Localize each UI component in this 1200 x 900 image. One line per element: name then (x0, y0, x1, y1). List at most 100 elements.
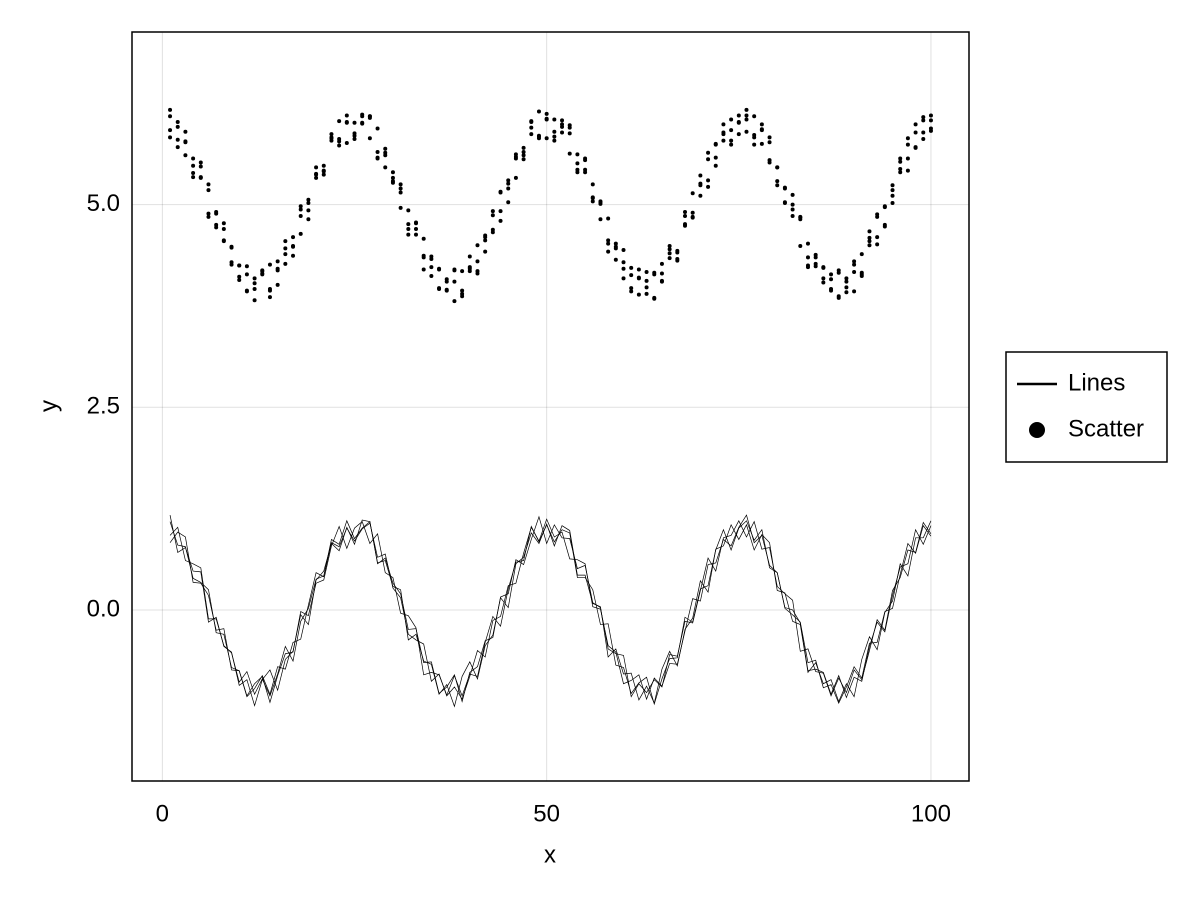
scatter-point (805, 241, 810, 246)
scatter-point (506, 181, 511, 186)
scatter-point (360, 121, 365, 126)
scatter-point (214, 225, 219, 230)
scatter-point (759, 128, 764, 133)
scatter-point (652, 296, 657, 301)
scatter-point (206, 188, 211, 193)
scatter-point (767, 135, 772, 140)
scatter-point (168, 107, 173, 112)
scatter-point (291, 244, 296, 249)
scatter-point (460, 288, 465, 293)
scatter-point (460, 269, 465, 274)
scatter-point (744, 107, 749, 112)
scatter-point (306, 217, 311, 222)
x-axis-label: x (544, 841, 556, 868)
scatter-point (836, 268, 841, 273)
scatter-point (875, 214, 880, 219)
scatter-point (536, 109, 541, 114)
scatter-point (821, 280, 826, 285)
scatter-point (283, 252, 288, 257)
scatter-point (337, 119, 342, 124)
scatter-point (168, 128, 173, 133)
scatter-point (244, 264, 249, 269)
scatter-point (367, 115, 372, 120)
scatter-point (321, 169, 326, 174)
scatter-point (398, 182, 403, 187)
scatter-point (590, 199, 595, 204)
scatter-point (829, 272, 834, 277)
scatter-point (206, 211, 211, 216)
scatter-point (490, 227, 495, 232)
scatter-point (283, 246, 288, 251)
scatter-point (298, 207, 303, 212)
scatter-point (890, 188, 895, 193)
scatter-point (621, 276, 626, 281)
scatter-point (298, 214, 303, 219)
scatter-point (790, 207, 795, 212)
scatter-point (613, 241, 618, 246)
scatter-point (221, 226, 226, 231)
scatter-point (636, 275, 641, 280)
scatter-point (452, 299, 457, 304)
scatter-point (321, 163, 326, 168)
scatter-point (390, 175, 395, 180)
scatter-point (767, 140, 772, 145)
scatter-point (329, 138, 334, 143)
scatter-point (460, 291, 465, 296)
scatter-point (306, 201, 311, 206)
scatter-point (229, 244, 234, 249)
scatter-point (859, 252, 864, 257)
scatter-point (821, 276, 826, 281)
scatter-point (267, 286, 272, 291)
scatter-point (736, 132, 741, 137)
scatter-point (490, 209, 495, 214)
scatter-point (429, 273, 434, 278)
legend-label: Scatter (1068, 415, 1144, 442)
scatter-point (175, 119, 180, 124)
scatter-point (183, 129, 188, 134)
scatter-point (898, 166, 903, 171)
scatter-point (844, 285, 849, 290)
scatter-point (729, 128, 734, 133)
scatter-point (782, 185, 787, 190)
scatter-point (613, 244, 618, 249)
scatter-point (283, 261, 288, 266)
scatter-point (575, 161, 580, 166)
scatter-point (390, 180, 395, 185)
scatter-point (314, 165, 319, 170)
scatter-point (667, 244, 672, 248)
scatter-point (898, 170, 903, 175)
scatter-point (306, 208, 311, 213)
scatter-point (913, 145, 918, 150)
scatter-point (421, 267, 426, 272)
scatter-point (183, 139, 188, 144)
scatter-point (775, 165, 780, 170)
scatter-point (867, 229, 872, 234)
scatter-point (836, 295, 841, 300)
scatter-point (252, 298, 257, 303)
scatter-point (629, 265, 634, 270)
scatter-point (560, 118, 565, 123)
scatter-point (544, 111, 549, 116)
scatter-point (567, 151, 572, 156)
scatter-point (221, 239, 226, 244)
scatter-point (829, 277, 834, 282)
scatter-point (552, 117, 557, 122)
scatter-point (867, 239, 872, 244)
scatter-point (690, 191, 695, 196)
scatter-point (429, 256, 434, 261)
scatter-point (367, 136, 372, 141)
scatter-point (321, 172, 326, 177)
scatter-point (429, 265, 434, 270)
scatter-point (398, 186, 403, 191)
scatter-point (375, 155, 380, 160)
scatter-point (790, 202, 795, 207)
scatter-point (721, 132, 726, 137)
scatter-point (913, 122, 918, 127)
scatter-point (844, 276, 849, 281)
scatter-point (490, 213, 495, 218)
scatter-point (329, 135, 334, 140)
scatter-point (667, 251, 672, 256)
scatter-point (221, 221, 226, 226)
scatter-point (567, 131, 572, 136)
